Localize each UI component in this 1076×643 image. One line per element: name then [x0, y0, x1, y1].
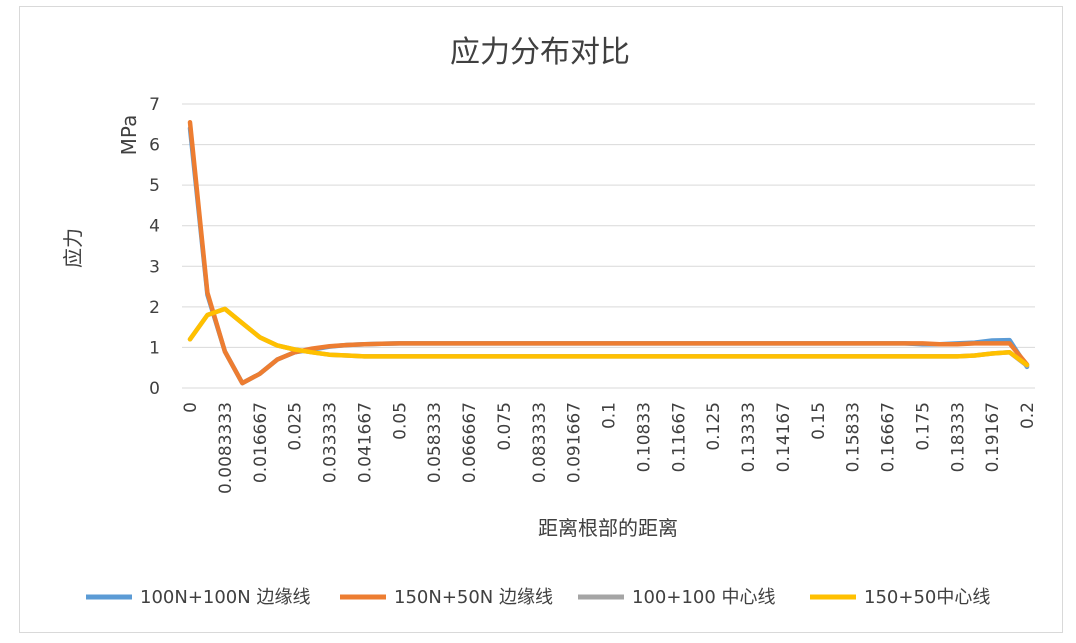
x-tick-label: 0.10833 [634, 402, 654, 472]
x-tick-label: 0.033333 [321, 402, 341, 483]
y-axis-title: 应力 [61, 228, 85, 268]
legend-label: 150+50中心线 [864, 587, 990, 608]
x-tick-label: 0.0083333 [216, 402, 236, 494]
chart-title: 应力分布对比 [450, 35, 630, 70]
y-axis-ticks: 0 1 2 3 4 5 6 7 [149, 95, 160, 399]
legend-label: 100N+100N 边缘线 [140, 587, 310, 608]
y-axis-unit: MPa [117, 115, 141, 156]
x-tick-label: 0.016667 [251, 402, 271, 483]
y-tick-label: 4 [149, 217, 160, 237]
x-tick-label: 0.13333 [739, 402, 759, 472]
x-tick-label: 0.091667 [565, 402, 585, 483]
chart-frame [19, 6, 1063, 633]
x-tick-label: 0.041667 [355, 402, 375, 483]
x-tick-label: 0.16667 [879, 402, 899, 472]
x-tick-label: 0 [181, 402, 201, 413]
y-tick-label: 3 [149, 257, 160, 277]
x-tick-label: 0.025 [286, 402, 306, 451]
x-tick-label: 0.15833 [844, 402, 864, 472]
legend-label: 150N+50N 边缘线 [394, 587, 553, 608]
legend-label: 100+100 中心线 [632, 587, 776, 608]
x-axis-ticks: 0 0.0083333 0.016667 0.025 0.033333 0.041667 0… [181, 402, 1038, 494]
y-tick-label: 1 [149, 338, 160, 358]
x-tick-label: 0.075 [495, 402, 515, 451]
x-tick-label: 0.18333 [948, 402, 968, 472]
x-tick-label: 0.125 [704, 402, 724, 451]
x-tick-label: 0.19167 [983, 402, 1003, 472]
x-axis-title: 距离根部的距离 [538, 516, 678, 540]
x-tick-label: 0.11667 [669, 402, 689, 472]
series-lines [187, 120, 1030, 386]
x-tick-label: 0.175 [913, 402, 933, 451]
x-tick-label: 0.058333 [425, 402, 445, 483]
x-tick-label: 0.083333 [530, 402, 550, 483]
legend: 100N+100N 边缘线 150N+50N 边缘线 100+100 中心线 150+… [86, 587, 990, 608]
x-tick-label: 0.05 [390, 402, 410, 440]
y-tick-label: 2 [149, 298, 160, 318]
x-tick-label: 0.2 [1018, 402, 1038, 429]
y-tick-label: 5 [149, 176, 160, 196]
series-line [187, 306, 1030, 368]
x-tick-label: 0.1 [600, 402, 620, 429]
series-line [187, 120, 1030, 386]
y-tick-label: 7 [149, 95, 160, 115]
x-tick-label: 0.15 [809, 402, 829, 440]
y-tick-label: 0 [149, 379, 160, 399]
y-tick-label: 6 [149, 136, 160, 156]
x-tick-label: 0.066667 [460, 402, 480, 483]
x-tick-label: 0.14167 [774, 402, 794, 472]
